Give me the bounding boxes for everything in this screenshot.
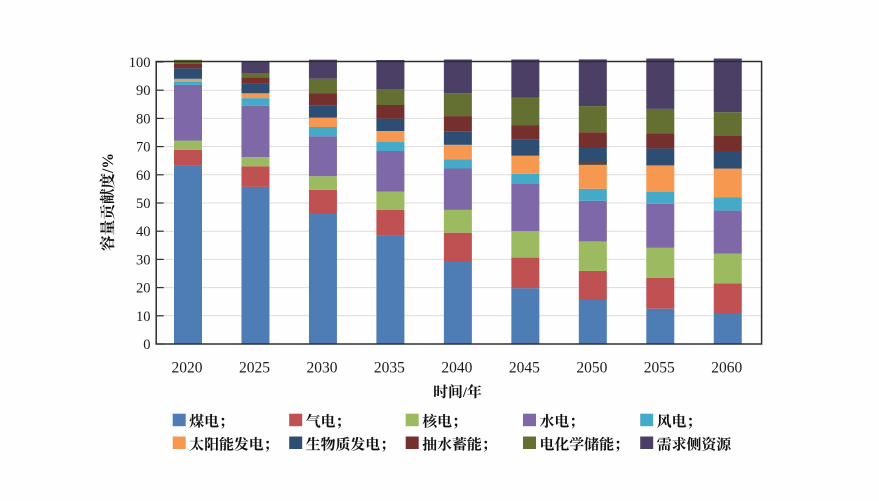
svg-text:2030: 2030 [306, 360, 337, 377]
svg-text:2025: 2025 [239, 360, 270, 377]
svg-text:核电；: 核电； [422, 411, 467, 432]
svg-text:20: 20 [136, 281, 151, 297]
svg-text:50: 50 [136, 196, 151, 212]
svg-text:水电；: 水电； [540, 411, 585, 432]
svg-text:生物质发电；: 生物质发电； [306, 433, 395, 454]
svg-text:2055: 2055 [644, 360, 675, 377]
svg-text:煤电；: 煤电； [188, 411, 234, 432]
svg-text:90: 90 [136, 83, 151, 99]
svg-text:0: 0 [143, 337, 150, 353]
svg-text:30: 30 [136, 252, 151, 268]
svg-text:2040: 2040 [441, 360, 472, 377]
svg-text:容量贡献度/%: 容量贡献度/% [96, 153, 118, 251]
svg-text:时间/年: 时间/年 [433, 381, 482, 402]
svg-text:70: 70 [136, 140, 151, 156]
svg-text:风电；: 风电； [657, 411, 702, 432]
svg-text:2020: 2020 [172, 360, 203, 377]
svg-text:需求侧资源: 需求侧资源 [657, 433, 733, 454]
svg-text:80: 80 [136, 111, 151, 127]
svg-text:气电；: 气电； [306, 411, 351, 432]
svg-text:电化学储能；: 电化学储能； [540, 433, 629, 454]
svg-text:40: 40 [136, 224, 151, 240]
svg-text:100: 100 [129, 55, 151, 71]
svg-text:10: 10 [136, 309, 151, 325]
svg-text:抽水蓄能；: 抽水蓄能； [422, 433, 496, 454]
svg-text:2045: 2045 [509, 360, 540, 377]
svg-text:太阳能发电；: 太阳能发电； [189, 433, 278, 454]
svg-text:2050: 2050 [576, 360, 607, 377]
svg-text:60: 60 [136, 168, 151, 184]
svg-text:2060: 2060 [711, 360, 742, 377]
svg-text:2035: 2035 [374, 360, 405, 377]
